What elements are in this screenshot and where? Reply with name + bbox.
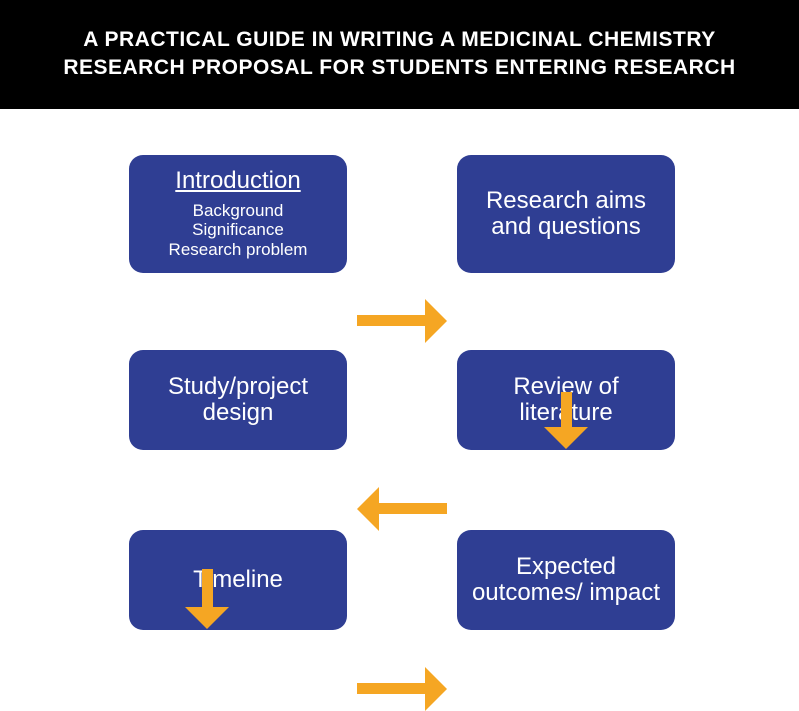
node-sub: Background [169,201,308,221]
node-sub: Research problem [169,240,308,260]
node-label: Research aims and questions [467,188,665,241]
node-research-aims: Research aims and questions [457,155,675,273]
node-expected-outcomes: Expected outcomes/ impact [457,530,675,630]
flowchart-container: A PRACTICAL GUIDE IN WRITING A MEDICINAL… [0,0,799,683]
node-timeline: Timeline [129,530,347,630]
node-label: Expected outcomes/ impact [467,554,665,607]
node-heading: Introduction [169,168,308,194]
node-sub: Significance [169,220,308,240]
node-label: Study/project design [139,374,337,427]
node-introduction: Introduction Background Significance Res… [129,155,347,273]
node-label: Introduction Background Significance Res… [169,168,308,259]
page-title: A PRACTICAL GUIDE IN WRITING A MEDICINAL… [0,0,799,109]
node-study-design: Study/project design [129,350,347,450]
